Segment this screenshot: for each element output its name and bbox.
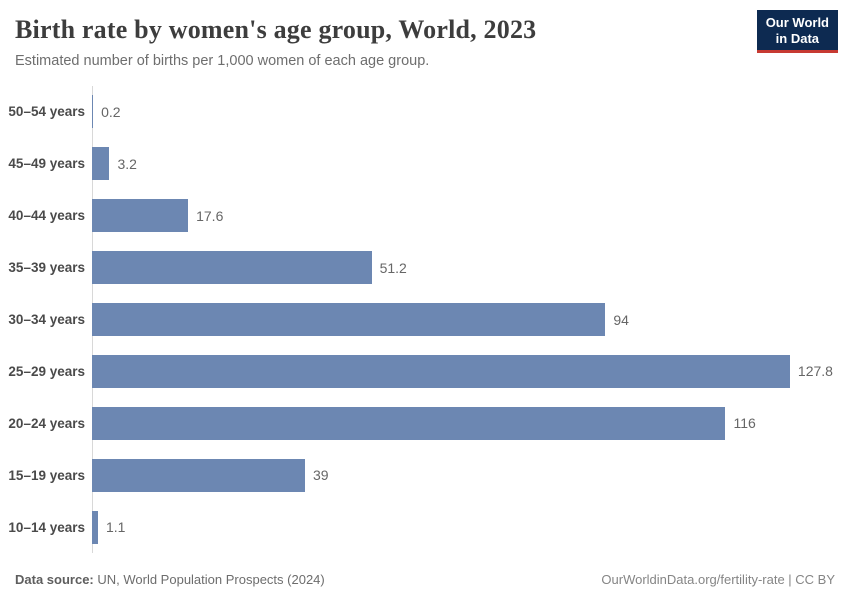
bar[interactable] [92,251,372,285]
bar-track: 94 [92,303,850,336]
bar-row: 10–14 years 1.1 [0,501,850,553]
owid-logo-line1: Our World [765,15,829,30]
bar-row: 20–24 years 116 [0,397,850,449]
value-label: 3.2 [117,155,137,172]
bar-track: 1.1 [92,510,850,544]
bar-track: 3.2 [92,147,850,181]
bar-track: 17.6 [92,199,850,233]
value-label: 94 [613,311,629,328]
bar-rows: 50–54 years 0.2 45–49 years 3.2 40–44 years 1… [0,86,850,553]
bar-row: 45–49 years 3.2 [0,138,850,190]
owid-logo[interactable]: Our World in Data [756,10,838,54]
bar-row: 35–39 years 51.2 [0,242,850,294]
owid-logo-line2: in Data [775,30,820,46]
category-label: 10–14 years [8,519,85,535]
bar-row: 40–44 years 17.6 [0,190,850,242]
chart-footer: Data source: UN, World Population Prospe… [15,572,835,587]
bar[interactable] [92,147,110,181]
bar-row: 15–19 years 39 [0,449,850,501]
bar-track: 39 [92,458,850,492]
bar[interactable] [92,95,94,129]
data-source: Data source: UN, World Population Prospe… [15,572,325,587]
value-label: 17.6 [196,207,224,224]
bar-track: 127.8 [92,354,850,388]
category-label: 25–29 years [8,363,85,379]
value-label: 116 [733,415,756,432]
bar-track: 0.2 [92,95,850,129]
credit-link[interactable]: OurWorldinData.org/fertility-rate | CC B… [601,572,835,587]
bar[interactable] [92,303,606,336]
bar[interactable] [92,458,305,492]
bar-track: 51.2 [92,251,850,285]
chart-subtitle: Estimated number of births per 1,000 wom… [15,52,430,69]
bar[interactable] [92,510,98,544]
value-label: 127.8 [797,363,833,380]
category-label: 30–34 years [8,312,85,327]
bar-row: 30–34 years 94 [0,294,850,346]
bar-chart: 50–54 years 0.2 45–49 years 3.2 40–44 years 1… [0,86,850,553]
bar-row: 50–54 years 0.2 [0,86,850,138]
category-label: 45–49 years [8,156,85,172]
value-label: 0.2 [101,103,121,120]
category-label: 35–39 years [8,260,85,276]
chart-title: Birth rate by women's age group, World, … [15,15,537,44]
bar[interactable] [92,354,790,388]
bar[interactable] [92,406,726,440]
bar-track: 116 [92,406,850,440]
category-label: 20–24 years [8,415,85,431]
category-label: 15–19 years [8,467,85,483]
chart-header: Birth rate by women's age group, World, … [15,15,760,69]
value-label: 1.1 [106,519,126,536]
bar-row: 25–29 years 127.8 [0,345,850,397]
data-source-label: Data source: [15,572,94,587]
category-label: 50–54 years [8,104,85,120]
category-label: 40–44 years [8,208,85,224]
value-label: 39 [312,467,329,484]
value-label: 51.2 [379,259,407,276]
bar[interactable] [92,199,189,233]
data-source-text: UN, World Population Prospects (2024) [93,572,325,587]
